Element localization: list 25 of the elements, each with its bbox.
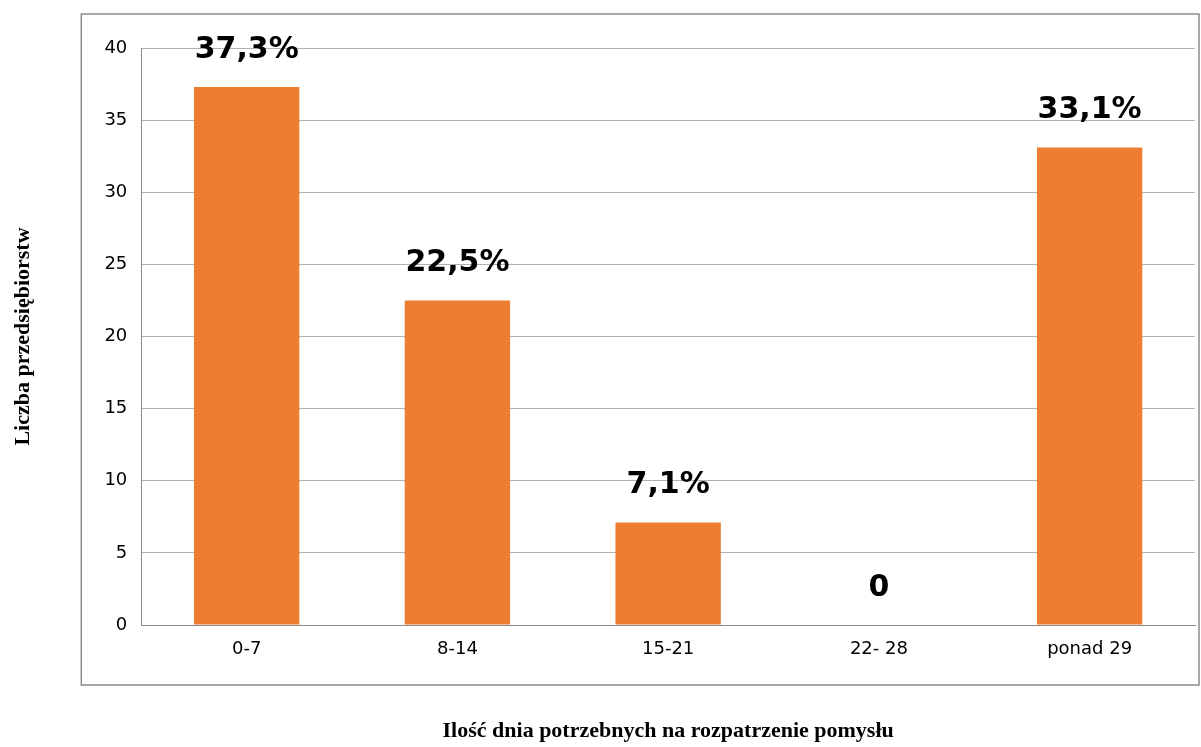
bar (193, 86, 300, 625)
bar (615, 522, 721, 625)
x-tick-label: 22- 28 (849, 637, 908, 659)
data-label: 7,1% (626, 465, 710, 501)
y-tick-label: 20 (104, 324, 128, 346)
y-tick-label: 40 (104, 35, 128, 57)
y-tick-label: 5 (115, 540, 128, 562)
y-tick-label: 35 (104, 107, 128, 129)
data-label: 22,5% (405, 243, 510, 279)
x-tick-label: 0-7 (231, 637, 262, 659)
y-tick-label: 0 (115, 612, 128, 634)
y-axis-title: Liczba przedsiębiorstw (8, 227, 34, 446)
bar (1036, 147, 1143, 625)
y-tick-label: 30 (104, 179, 128, 201)
data-label: 33,1% (1037, 90, 1142, 126)
x-tick-label: 15-21 (642, 637, 695, 659)
bar (404, 300, 511, 625)
y-tick-label: 15 (104, 396, 128, 418)
x-axis-title: Ilość dnia potrzebnych na rozpatrzenie pomysłu (442, 717, 894, 743)
y-tick-label: 10 (104, 468, 128, 490)
data-label: 37,3% (194, 29, 299, 65)
y-tick-label: 25 (104, 252, 128, 274)
x-tick-label: ponad 29 (1047, 637, 1133, 659)
x-tick-label: 8-14 (436, 637, 478, 659)
data-label: 0 (868, 567, 890, 603)
